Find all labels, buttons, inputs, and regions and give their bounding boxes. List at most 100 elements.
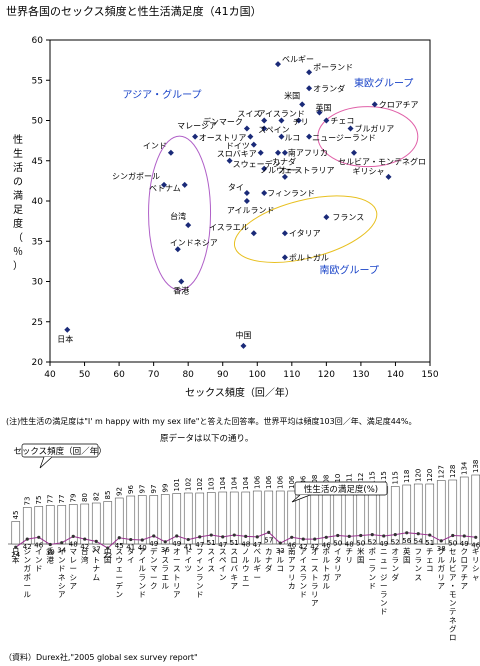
bar-value-label: 73: [23, 497, 31, 506]
category-label: 台湾: [81, 546, 89, 565]
satisfaction-value-label: 54: [414, 538, 423, 546]
satisfaction-value-label: 51: [207, 539, 216, 547]
frequency-bar: [459, 476, 469, 545]
category-label: ブルガリア: [438, 546, 446, 590]
frequency-bar: [22, 507, 32, 545]
bar-value-label: 79: [69, 494, 77, 503]
point-label: タイ: [228, 183, 244, 192]
point-label: クロアチア: [379, 100, 419, 109]
scatter-point: [178, 278, 185, 285]
point-label: スイス: [237, 110, 261, 119]
frequency-bar: [149, 495, 159, 545]
satisfaction-point: [290, 535, 294, 539]
bar-value-label: 99: [161, 484, 169, 493]
satisfaction-value-label: 42: [80, 543, 89, 551]
scatter-point: [250, 230, 257, 237]
satisfaction-point: [25, 537, 29, 541]
bar-value-label: 45: [12, 511, 20, 520]
satisfaction-value-label: 45: [115, 542, 124, 550]
satisfaction-point: [359, 533, 363, 538]
point-label: 南アフリカ: [288, 148, 328, 158]
bar-value-label: 106: [265, 475, 273, 489]
category-label: インドネシア: [58, 547, 66, 599]
scatter-point: [323, 214, 330, 221]
satisfaction-value-label: 41: [126, 544, 135, 552]
frequency-bar: [80, 503, 90, 545]
scatter-point: [167, 149, 174, 156]
bar-value-label: 77: [46, 495, 54, 504]
category-label: 香港: [47, 546, 55, 565]
satisfaction-point: [382, 534, 386, 538]
point-label: マレーシア: [177, 122, 217, 131]
category-label: 米国: [357, 546, 365, 565]
scatter-chart: 40 50 60 70 80 90 100 110 120 130 140 150 20 25 30 35 40…: [13, 36, 439, 399]
bar-value-label: 115: [368, 471, 376, 484]
x-tick-label: 80: [182, 370, 194, 380]
scatter-point: [243, 198, 250, 204]
point-label: ルコ: [284, 134, 300, 143]
bar-title: セックス頻度（回／年）: [13, 446, 106, 457]
bar-value-label: 120: [414, 469, 422, 482]
frequency-bar: [252, 490, 262, 545]
scatter-point: [247, 133, 254, 140]
bar-value-label: 85: [104, 491, 112, 500]
category-label: アイスランド: [300, 547, 308, 599]
category-label: オランダ: [392, 547, 400, 582]
category-label: イタリア: [334, 547, 342, 582]
line-label-box: [294, 481, 388, 496]
satisfaction-value-label: 46: [322, 541, 331, 549]
bar-value-label: 106: [276, 475, 284, 489]
satisfaction-point: [37, 535, 41, 539]
bar-value-label: 82: [92, 492, 100, 501]
frequency-bar: [264, 490, 274, 545]
point-label: ポルトガル: [289, 252, 329, 262]
satisfaction-value-label: 42: [299, 543, 308, 551]
category-label: 日本: [12, 547, 20, 565]
bar-value-label: 104: [242, 476, 250, 490]
bar-value-label: 106: [288, 475, 296, 489]
category-label: スロバキア: [231, 547, 239, 590]
y-tick-label: 50: [32, 117, 44, 127]
y-tick-label: 30: [32, 278, 44, 288]
satisfaction-value-label: 49: [172, 540, 181, 548]
category-label: カナダ: [265, 547, 273, 573]
satisfaction-point: [232, 533, 236, 537]
point-label: ノルウェー: [260, 166, 300, 175]
bar-value-label: 103: [207, 477, 215, 490]
satisfaction-value-label: 47: [195, 541, 204, 549]
point-label: フランス: [332, 213, 364, 222]
satisfaction-value-label: 48: [241, 540, 250, 548]
bar-value-label: 102: [196, 478, 204, 491]
satisfaction-point: [439, 539, 443, 543]
frequency-bar: [103, 501, 113, 545]
satisfaction-point: [405, 531, 409, 535]
bar-value-label: 110: [334, 474, 342, 487]
point-label: スウェーデン: [233, 159, 281, 169]
page-title: 世界各国のセックス頻度と性生活満足度（41カ国）: [6, 5, 262, 18]
x-tick-label: 130: [352, 370, 369, 380]
scatter-point: [275, 149, 281, 156]
satisfaction-point: [140, 538, 144, 542]
bar-value-label: 75: [35, 496, 43, 505]
y-tick-label: 20: [32, 358, 44, 368]
satisfaction-point: [152, 534, 156, 538]
category-label: アイルランド: [139, 547, 147, 599]
bar-value-label: 127: [437, 465, 445, 478]
scatter-point: [281, 149, 288, 156]
line-label-pointer: [291, 494, 311, 503]
satisfaction-point: [301, 537, 305, 541]
point-label: イスラエル: [209, 223, 249, 232]
satisfaction-point: [462, 534, 466, 538]
category-label: オーストリア: [173, 547, 181, 599]
bar-value-label: 112: [357, 473, 365, 486]
point-label: 英国: [315, 102, 331, 112]
frequency-bar: [471, 474, 480, 545]
frequency-bar: [114, 497, 124, 545]
scatter-point: [323, 117, 330, 124]
point-label: ポーランド: [313, 63, 353, 72]
satisfaction-point: [71, 534, 75, 538]
frequency-bar: [137, 495, 147, 545]
category-label: スペイン: [219, 547, 227, 582]
point-label: スロバキア: [217, 150, 257, 159]
frequency-bar: [218, 491, 228, 545]
